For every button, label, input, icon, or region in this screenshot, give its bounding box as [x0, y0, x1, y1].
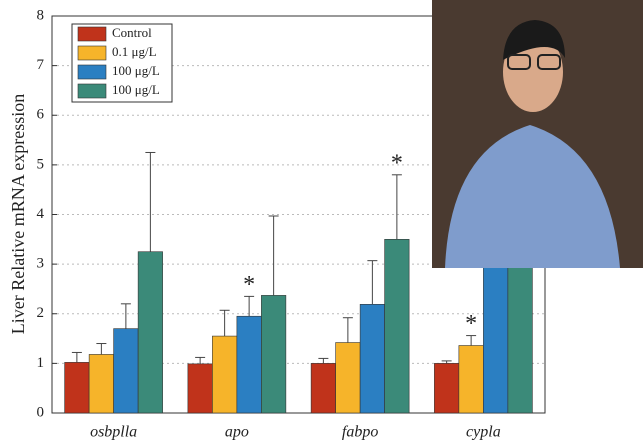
bar: [384, 239, 410, 414]
bar: [359, 304, 385, 414]
y-tick-label: 6: [37, 107, 45, 123]
bar: [137, 251, 163, 414]
legend-swatch: [77, 45, 107, 61]
legend-swatch: [77, 26, 107, 42]
bar: [236, 315, 262, 414]
photo-shirt: [445, 125, 620, 268]
bar: [335, 342, 361, 414]
legend-swatch: [77, 64, 107, 80]
y-axis-label: Liver Relative mRNA expression: [8, 94, 28, 334]
bar: [507, 243, 533, 414]
bar: [64, 362, 90, 414]
photo-glasses: [537, 54, 561, 70]
legend-label: 100 μg/L: [112, 82, 160, 97]
x-tick-label: apo: [225, 424, 249, 441]
y-tick-label: 5: [37, 156, 45, 172]
y-tick-label: 0: [37, 404, 45, 420]
significance-mark: *: [243, 272, 255, 298]
y-tick-label: 4: [37, 206, 45, 222]
bar: [113, 328, 139, 414]
bar: [458, 345, 484, 414]
x-tick-label: osbplla: [90, 424, 137, 441]
legend-label: 100 μg/L: [112, 63, 160, 78]
legend-swatch: [77, 83, 107, 99]
bar: [261, 295, 287, 414]
x-tick-label: cypla: [466, 424, 501, 441]
significance-mark: *: [465, 311, 477, 337]
bar: [88, 354, 114, 414]
bar: [483, 248, 509, 414]
bar: [187, 363, 213, 414]
significance-mark: *: [391, 150, 403, 176]
x-tick-label: fabpo: [342, 424, 378, 441]
bar: [212, 335, 238, 414]
legend-label: Control: [112, 25, 152, 40]
y-tick-label: 8: [37, 7, 45, 23]
photo: [432, 0, 643, 268]
y-tick-label: 3: [37, 256, 45, 272]
photo-hair: [503, 20, 565, 60]
y-tick-label: 2: [37, 305, 45, 321]
legend-label: 0.1 μg/L: [112, 44, 157, 59]
bar: [310, 363, 336, 414]
photo-glasses: [507, 54, 531, 70]
y-tick-label: 7: [37, 57, 45, 73]
bar: [434, 363, 460, 414]
plot: 0 1 2 3 4 5 6 7 8 osbplla apo fabpo cypla * * * Control 0…: [37, 7, 546, 441]
y-tick-label: 1: [37, 355, 45, 371]
